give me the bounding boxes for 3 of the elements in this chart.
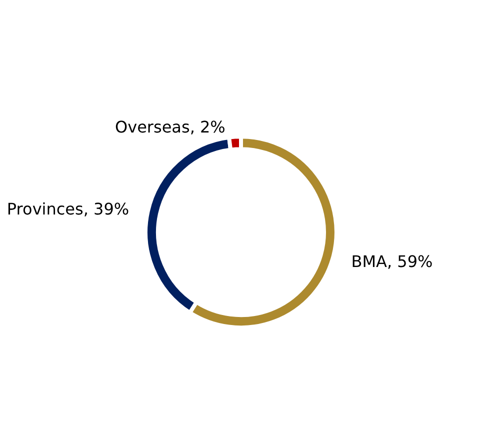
slice-label: BMA, 59% (351, 252, 433, 272)
slice-label: Overseas, 2% (115, 117, 226, 136)
slice-label: Provinces, 39% (6, 200, 130, 219)
